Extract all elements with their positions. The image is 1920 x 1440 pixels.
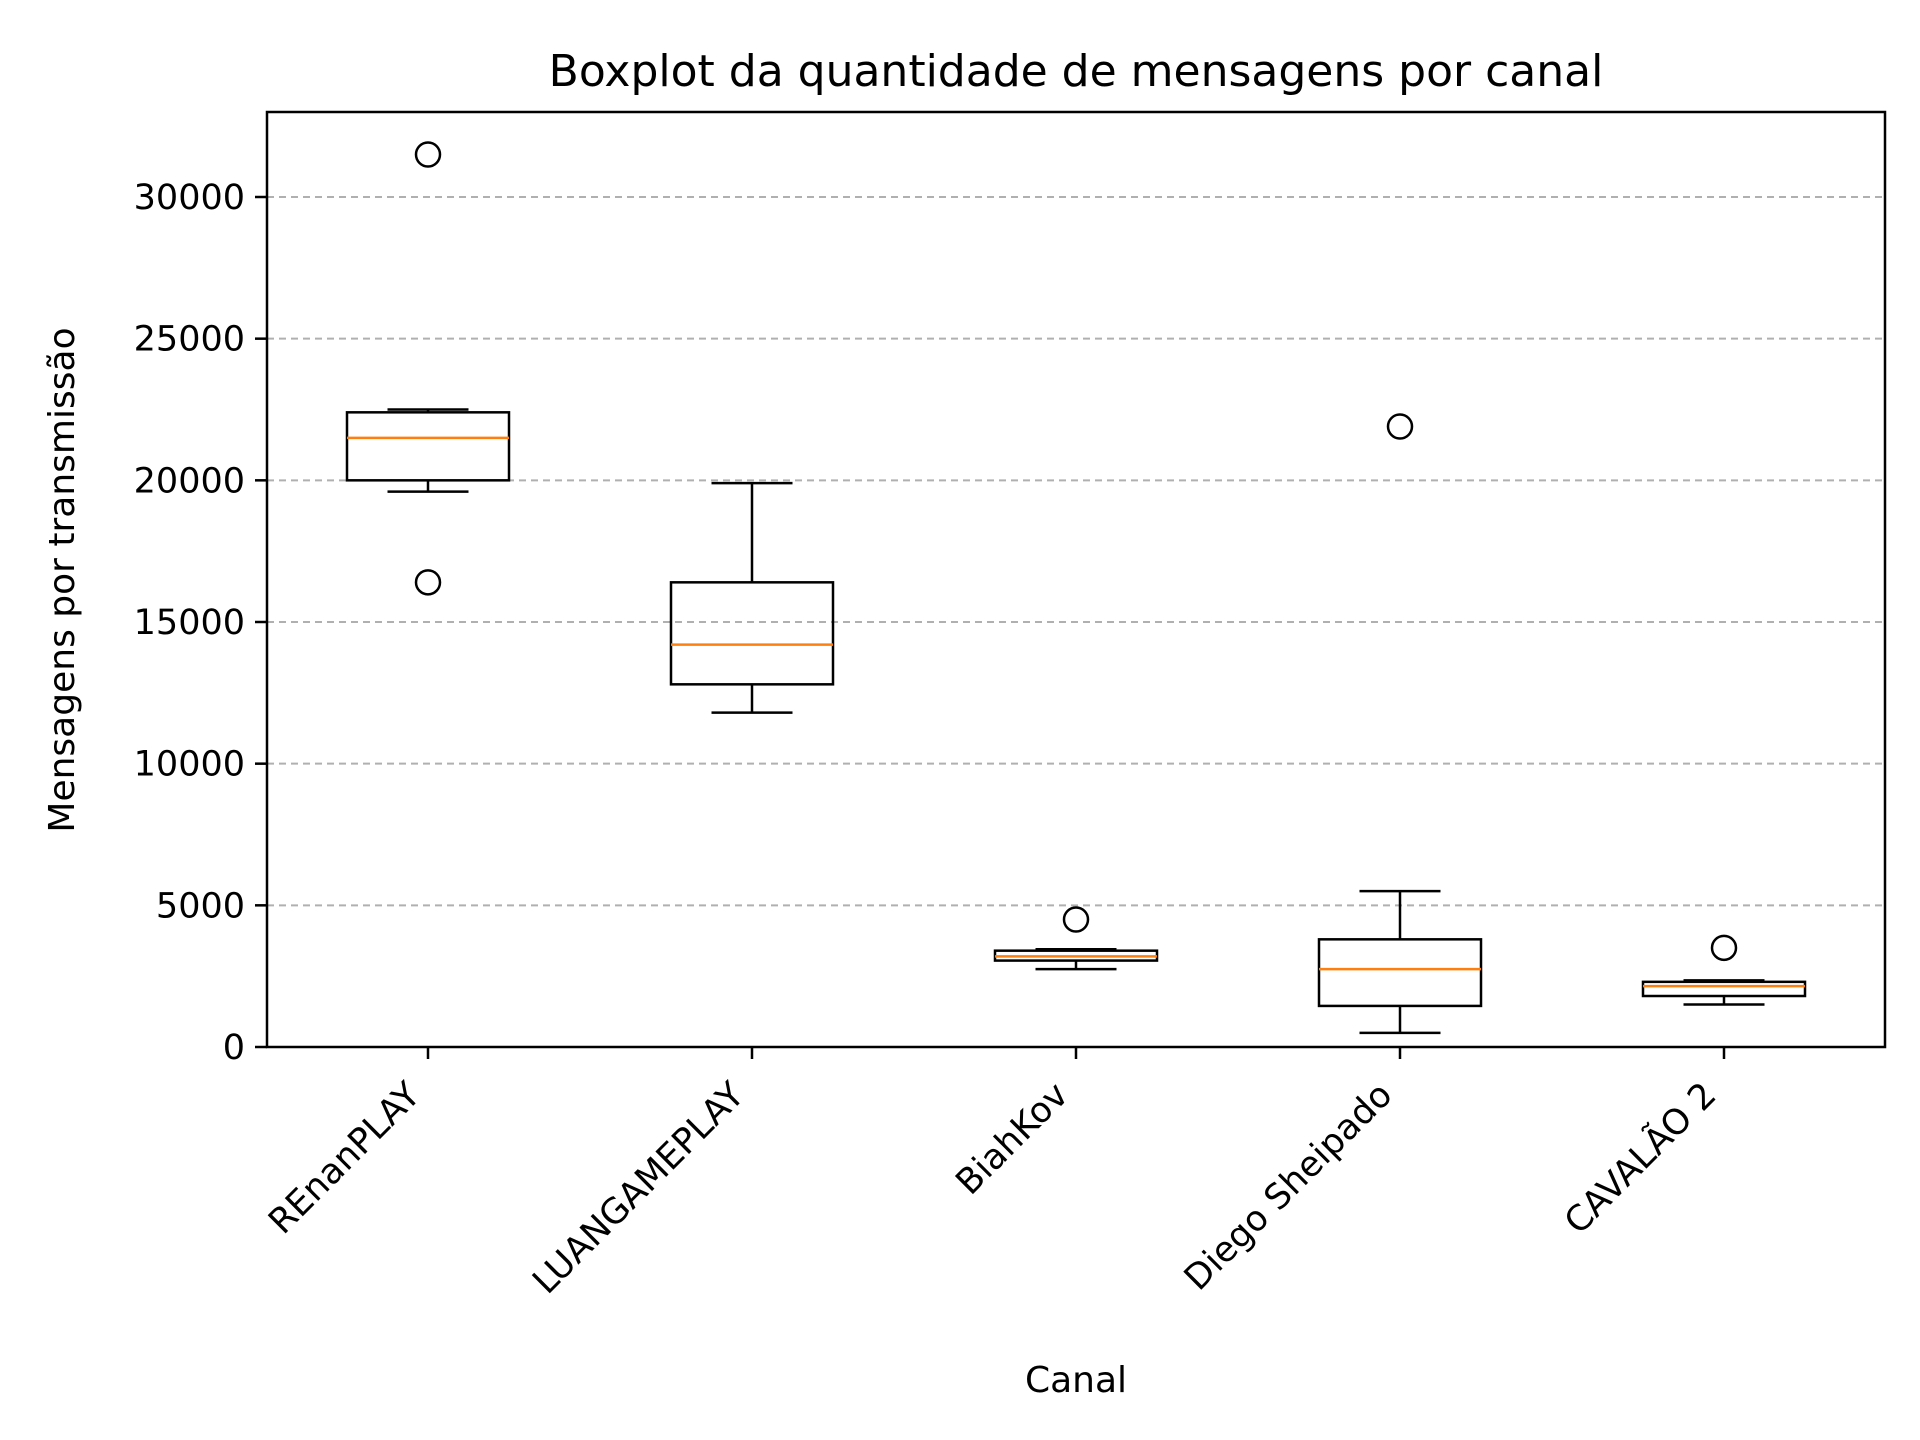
y-tick-label: 5000 [156,886,245,926]
outlier-point [414,569,442,596]
boxes [345,141,1807,1035]
box-iqr [669,581,835,686]
y-tick-label: 25000 [134,320,245,360]
chart-title: Boxplot da quantidade de mensagens por c… [549,46,1604,97]
outlier-point [1710,934,1738,962]
x-tick-label: LUANGAMEPLAY [525,1075,752,1302]
outlier-point [414,141,442,168]
x-axis: REnanPLAY LUANGAMEPLAY BiahKov Diego Sheipa… [261,1047,1726,1302]
box-group [1641,934,1807,1006]
x-axis-title: Canal [1025,1360,1127,1401]
box-iqr [345,411,511,482]
x-tick-label: REnanPLAY [261,1075,428,1242]
outlier-point [1386,413,1414,440]
y-axis-title: Mensagens por transmissão [42,327,83,832]
y-tick-label: 20000 [134,461,245,501]
y-tick-label: 30000 [134,178,245,218]
box-group [1317,413,1483,1035]
y-axis: 0 5000 10000 15000 20000 25000 30000 [134,178,267,1068]
y-tick-label: 10000 [134,745,245,785]
x-tick-label: Diego Sheipado [1177,1075,1400,1298]
outlier-point [1062,906,1090,933]
box-group [345,141,511,596]
x-tick-label: BiahKov [949,1075,1077,1203]
box-group [669,481,835,714]
box-group [993,906,1159,971]
y-tick-label: 0 [223,1028,245,1068]
y-tick-label: 15000 [134,603,245,643]
x-tick-label: CAVALÃO 2 [1556,1074,1725,1243]
box-iqr [1317,938,1483,1008]
box-iqr [1641,980,1807,998]
y-gridlines [267,196,1885,907]
